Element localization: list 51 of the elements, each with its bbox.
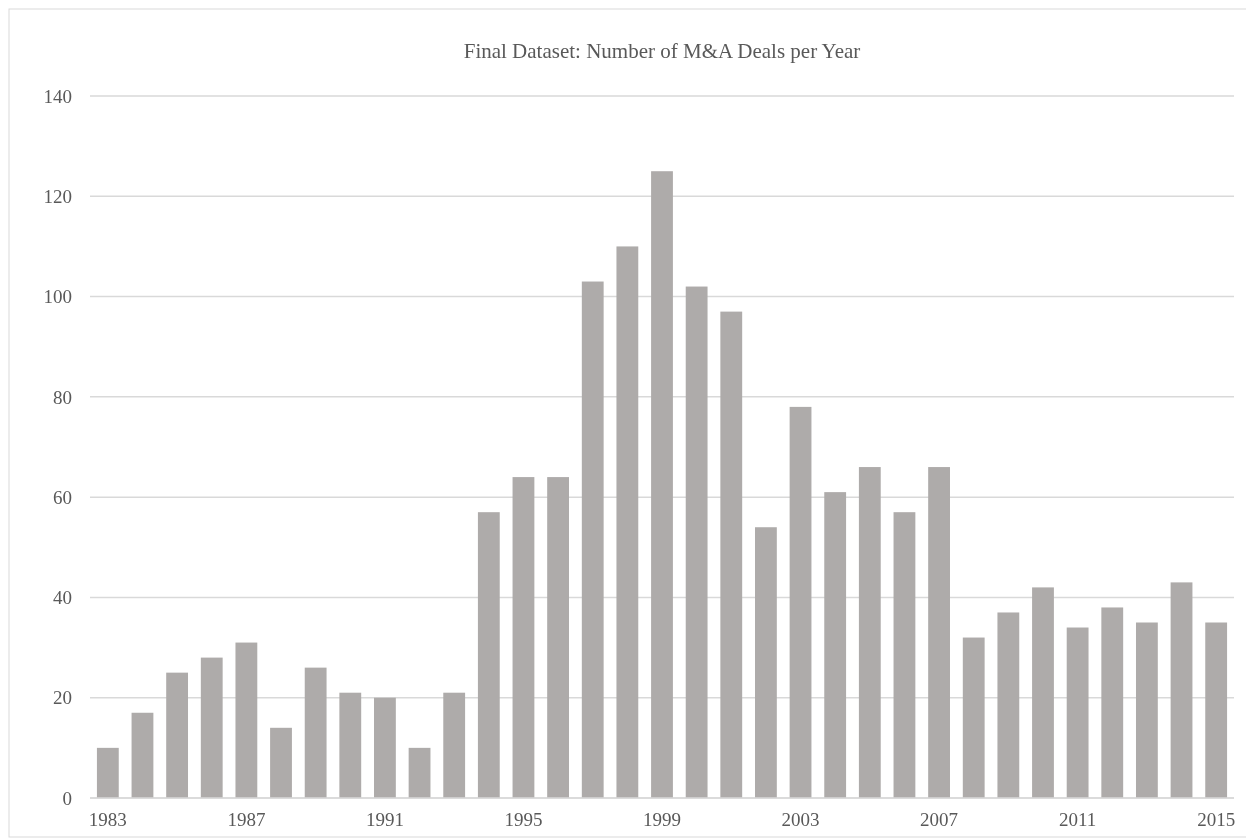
- bar: [685, 286, 708, 798]
- x-tick-label: 2015: [1197, 809, 1236, 830]
- bar: [1205, 622, 1228, 798]
- bar: [824, 492, 847, 798]
- bar: [166, 672, 189, 798]
- x-tick-label: 1995: [504, 809, 543, 830]
- bar: [616, 246, 639, 798]
- y-tick-label: 60: [53, 486, 72, 508]
- bar: [651, 171, 673, 798]
- y-tick-label: 80: [53, 386, 72, 408]
- bar: [408, 747, 431, 798]
- bar: [962, 637, 985, 798]
- x-tick-label: 2003: [781, 809, 820, 830]
- bar: [997, 612, 1020, 798]
- y-tick-label: 20: [53, 687, 72, 709]
- bar: [1066, 627, 1089, 798]
- bar: [304, 667, 327, 798]
- bar: [1032, 587, 1054, 798]
- bar: [581, 281, 604, 798]
- chart-title: Final Dataset: Number of M&A Deals per Year: [463, 39, 861, 63]
- bar: [928, 467, 950, 798]
- y-tick-label: 140: [43, 85, 72, 107]
- y-tick-label: 100: [43, 286, 72, 308]
- bar: [1170, 582, 1193, 798]
- bar: [755, 527, 777, 798]
- y-tick-label: 0: [62, 787, 72, 809]
- x-tick-label: 2007: [920, 809, 959, 830]
- bar: [270, 727, 292, 798]
- bar: [131, 712, 154, 798]
- bar: [789, 406, 812, 798]
- bar: [858, 467, 881, 798]
- bar: [477, 512, 500, 798]
- bar: [512, 477, 535, 798]
- bar: [200, 657, 223, 798]
- y-tick-label: 40: [53, 587, 72, 609]
- bar: [96, 747, 119, 798]
- x-tick-label: 2011: [1058, 809, 1097, 830]
- x-tick-label: 1999: [643, 809, 681, 830]
- bar: [1135, 622, 1158, 798]
- y-tick-label: 120: [43, 185, 72, 207]
- bar: [235, 642, 258, 798]
- bar: [1101, 607, 1124, 798]
- bar: [374, 697, 396, 798]
- bar: [720, 311, 743, 798]
- bar: [893, 512, 916, 798]
- x-tick-label: 1991: [365, 809, 404, 830]
- bar: [443, 692, 466, 798]
- x-tick-label: 1987: [227, 809, 266, 830]
- bar: [339, 692, 362, 798]
- bar: [547, 477, 569, 798]
- x-tick-label: 1983: [88, 809, 127, 830]
